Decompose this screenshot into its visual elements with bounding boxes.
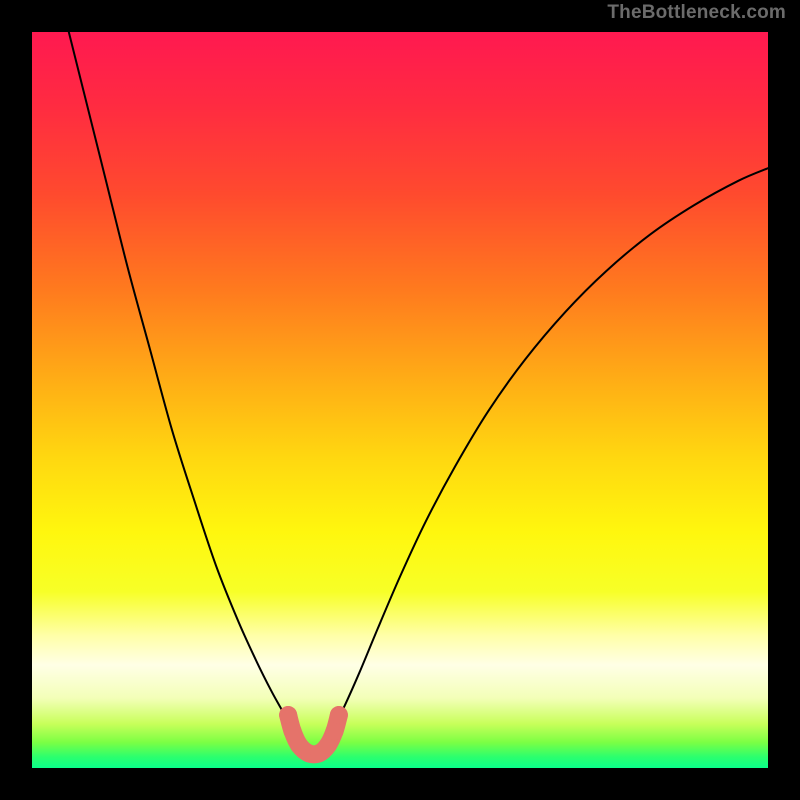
gradient-background [32, 32, 768, 768]
watermark-text: TheBottleneck.com [607, 2, 786, 24]
bottom-marker-dot [326, 722, 344, 740]
chart-svg [0, 0, 800, 800]
chart-stage: TheBottleneck.com [0, 0, 800, 800]
bottom-marker-dot [279, 706, 297, 724]
bottom-marker-dot [330, 706, 348, 724]
